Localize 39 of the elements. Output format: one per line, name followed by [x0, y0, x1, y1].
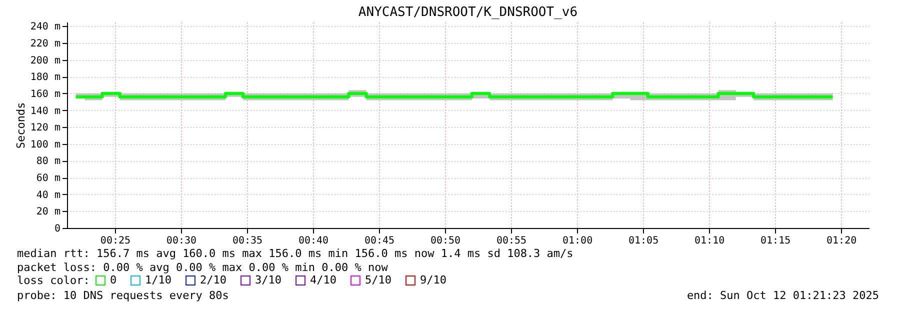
legend-label: 5/10 [365, 274, 392, 287]
x-tick-label: 01:10 [694, 236, 725, 246]
y-tick-label: 180 m [30, 72, 60, 84]
y-tick-label: 40 m [36, 190, 60, 201]
y-tick-label: 240 m [30, 22, 60, 33]
legend-label: 4/10 [310, 274, 336, 287]
x-tick-label: 00:35 [232, 236, 263, 246]
x-tick-label: 00:40 [298, 236, 329, 246]
x-tick-label: 00:25 [100, 236, 131, 246]
x-tick-label: 00:45 [364, 236, 395, 246]
x-tick-label: 00:30 [166, 236, 197, 246]
text: packet loss: 0.00 % avg 0.00 % max 0.00 % min 0.00 % now [17, 261, 388, 274]
y-tick-label: 140 m [30, 106, 60, 117]
x-tick-label: 00:55 [496, 236, 527, 246]
legend-label: 2/10 [200, 274, 226, 287]
chart-title: ANYCAST/DNSROOT/K_DNSROOT_v6 [358, 5, 578, 20]
text: end: Sun Oct 12 01:21:23 2025 [686, 289, 879, 302]
y-tick-label: 120 m [30, 122, 60, 134]
y-tick-label: 80 m [36, 156, 60, 168]
y-tick-label: 0 [54, 224, 60, 234]
y-tick-label: 60 m [36, 173, 60, 184]
y-tick-label: 100 m [30, 139, 60, 150]
x-tick-label: 01:00 [562, 236, 593, 246]
y-axis-title: Seconds [14, 102, 28, 149]
y-tick-label: 200 m [30, 55, 60, 66]
legend-title: loss color: [17, 274, 90, 287]
y-tick-label: 220 m [30, 38, 60, 50]
text: probe: 10 DNS requests every 80s [17, 289, 229, 302]
y-tick-label: 160 m [30, 88, 60, 100]
x-tick-label: 00:50 [430, 236, 461, 246]
text: median rtt: 156.7 ms avg 160.0 ms max 156.0 ms min 156.0 ms now 1.4 ms sd 108.3 am/s [17, 247, 574, 260]
legend-label: 1/10 [145, 274, 172, 287]
legend-label: 9/10 [420, 274, 446, 287]
y-tick-label: 20 m [36, 206, 60, 218]
legend-label: 0 [110, 274, 117, 287]
legend-label: 3/10 [255, 274, 282, 287]
x-tick-label: 01:20 [826, 236, 857, 246]
x-tick-label: 01:05 [628, 236, 659, 246]
x-tick-label: 01:15 [760, 236, 791, 246]
